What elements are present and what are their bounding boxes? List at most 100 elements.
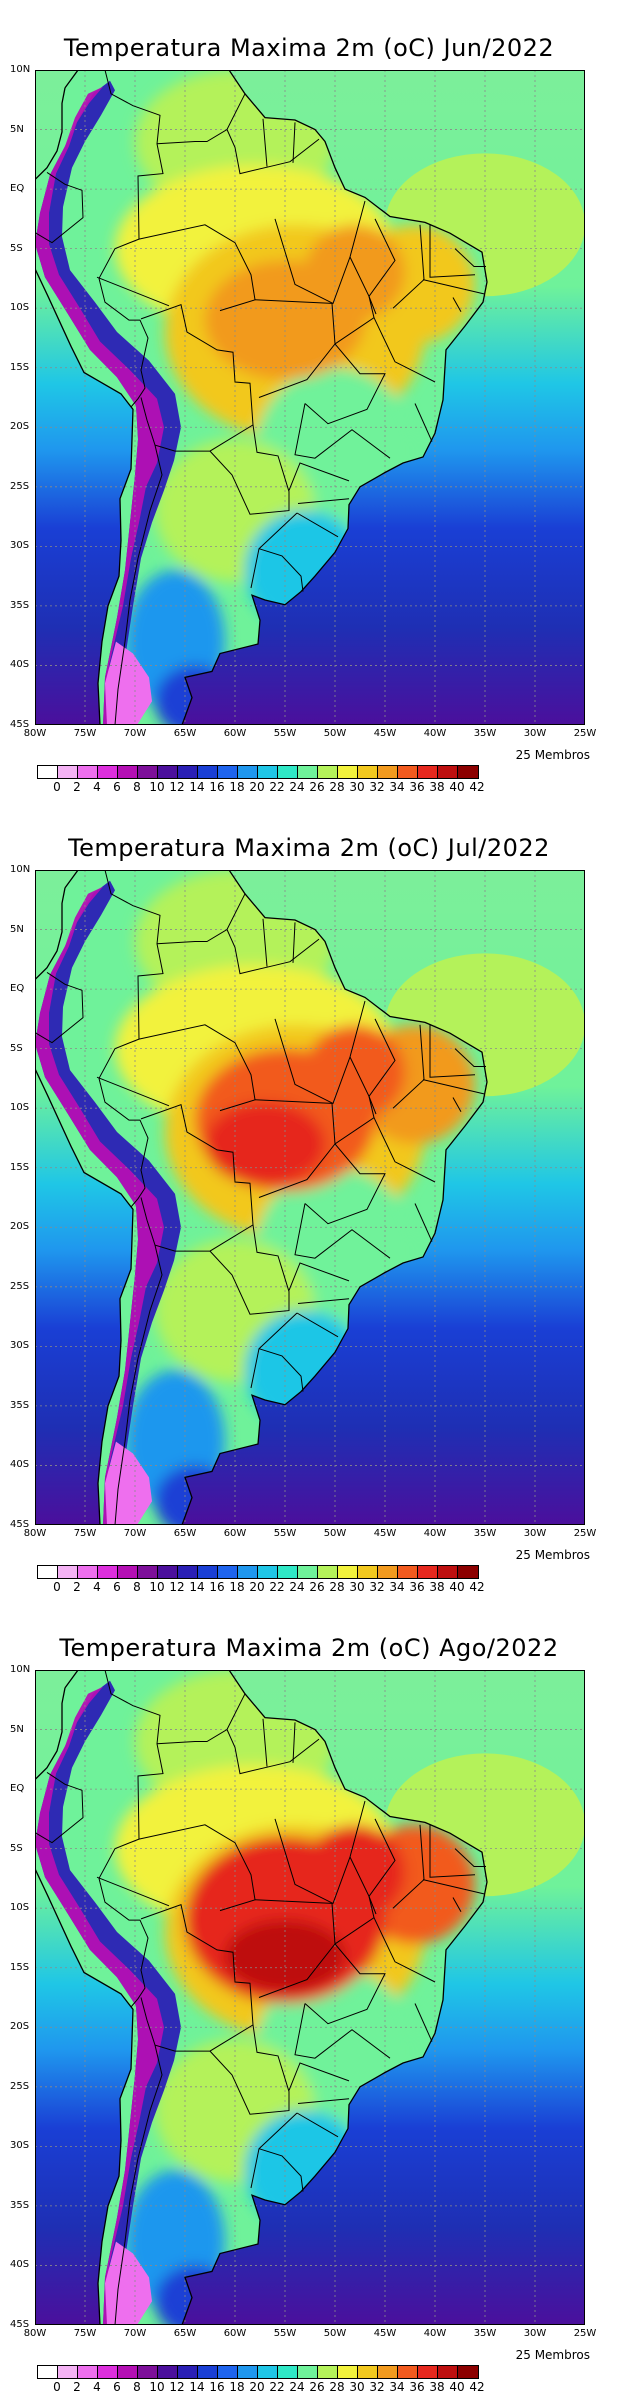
border-line [288,2062,350,2091]
y-tick-label: 30S [10,540,30,552]
x-tick-label: 30W [523,1528,547,1539]
colorbar-swatch [318,2366,338,2378]
border-line [292,1722,296,1763]
colorbar-tick-label: 34 [389,780,405,794]
y-tick-label: 5N [10,123,24,135]
heat-blob [205,1102,325,1186]
colorbar-tick-label: 24 [289,780,305,794]
border-line [454,248,486,267]
border-line [258,548,304,592]
x-tick-label: 60W [223,1528,247,1539]
border-line [414,403,433,442]
border-line [254,1099,333,1104]
colorbar-tick-label: 4 [93,1580,101,1594]
border-line [104,870,164,1040]
y-tick-label: 5N [10,923,24,935]
colorbar-swatch [98,1566,118,1578]
border-line [292,122,296,163]
colorbar-tick-label: 0 [53,780,61,794]
colorbar [37,2365,479,2379]
colorbar-swatch [438,766,458,778]
x-tick-label: 60W [223,728,247,739]
x-tick-label: 65W [173,1528,197,1539]
border-line [292,922,296,963]
border-line [258,2148,304,2192]
border-line [452,297,462,313]
border-line [138,224,256,312]
colorbar-tick-label: 2 [73,1580,81,1594]
x-tick-label: 25W [573,728,597,739]
colorbar-swatch [258,766,278,778]
border-line [422,1879,485,1895]
colorbar-tick-label: 38 [429,780,445,794]
colorbar-swatch [58,2366,78,2378]
colorbar-swatch [78,2366,98,2378]
colorbar-tick-label: 12 [169,2380,185,2394]
members-note: 25 Membros [515,748,590,762]
colorbar-tick-label: 40 [449,780,465,794]
border-line [334,218,396,345]
colorbar-tick-label: 40 [449,2380,465,2394]
border-line [156,1693,246,1745]
colorbar-tick-label: 0 [53,1580,61,1594]
y-tick-label: 25S [10,2080,30,2092]
border-line [334,1018,396,1145]
border-line [294,403,391,459]
colorbar-swatch [438,1566,458,1578]
colorbar-swatch [98,2366,118,2378]
colorbar-tick-label: 8 [133,780,141,794]
border-line [422,1079,485,1095]
colorbar-tick-label: 10 [149,2380,165,2394]
x-tick-label: 25W [573,1528,597,1539]
border-line [429,224,476,278]
colorbar-tick-label: 4 [93,780,101,794]
y-tick-label: 35S [10,599,30,611]
chart-panel: Temperatura Maxima 2m (oC) Jun/2022 10N 5N… [0,0,618,800]
border-line [274,1800,366,1905]
colorbar-swatch [418,1566,438,1578]
colorbar-tick-label: 26 [309,1580,325,1594]
colorbar-tick-label: 28 [329,780,345,794]
x-tick-label: 30W [523,728,547,739]
colorbar-swatch [58,766,78,778]
colorbar-tick-label: 2 [73,2380,81,2394]
colorbar-swatch [278,2366,298,2378]
colorbar-swatch [178,766,198,778]
border-line [209,1224,290,1315]
x-tick-label: 70W [123,728,147,739]
x-tick-label: 70W [123,2328,147,2339]
colorbar-tick-label: 8 [133,1580,141,1594]
colorbar-tick-label: 24 [289,2380,305,2394]
colorbar-swatch [278,1566,298,1578]
colorbar-swatch [138,1566,158,1578]
border-line [209,424,290,515]
colorbar-tick-label: 30 [349,780,365,794]
colorbar-swatch [418,766,438,778]
border-line [209,2024,290,2115]
grid [35,1670,585,2325]
x-tick-label: 45W [373,728,397,739]
colorbar-swatch [398,2366,418,2378]
border-line [250,2112,298,2189]
colorbar-swatch [38,1566,58,1578]
andes-cold-band [35,886,164,1525]
border-line [254,299,333,304]
y-tick-label: 25S [10,480,30,492]
y-tick-label: EQ [10,183,25,195]
border-line [258,1348,304,1392]
grid [35,870,585,1525]
members-note: 25 Membros [515,2348,590,2362]
colorbar-tick-label: 30 [349,1580,365,1594]
border-line [294,2003,391,2059]
border-line [296,2112,339,2138]
colorbar-swatch [458,766,478,778]
colorbar-swatch [438,2366,458,2378]
colorbar-swatch [58,1566,78,1578]
border-line [294,1203,391,1259]
colorbar-swatch [118,766,138,778]
colorbar-tick-label: 22 [269,780,285,794]
border-line [452,1897,462,1913]
x-tick-label: 70W [123,1528,147,1539]
colorbar-tick-label: 20 [249,780,265,794]
colorbar-tick-label: 36 [409,780,425,794]
